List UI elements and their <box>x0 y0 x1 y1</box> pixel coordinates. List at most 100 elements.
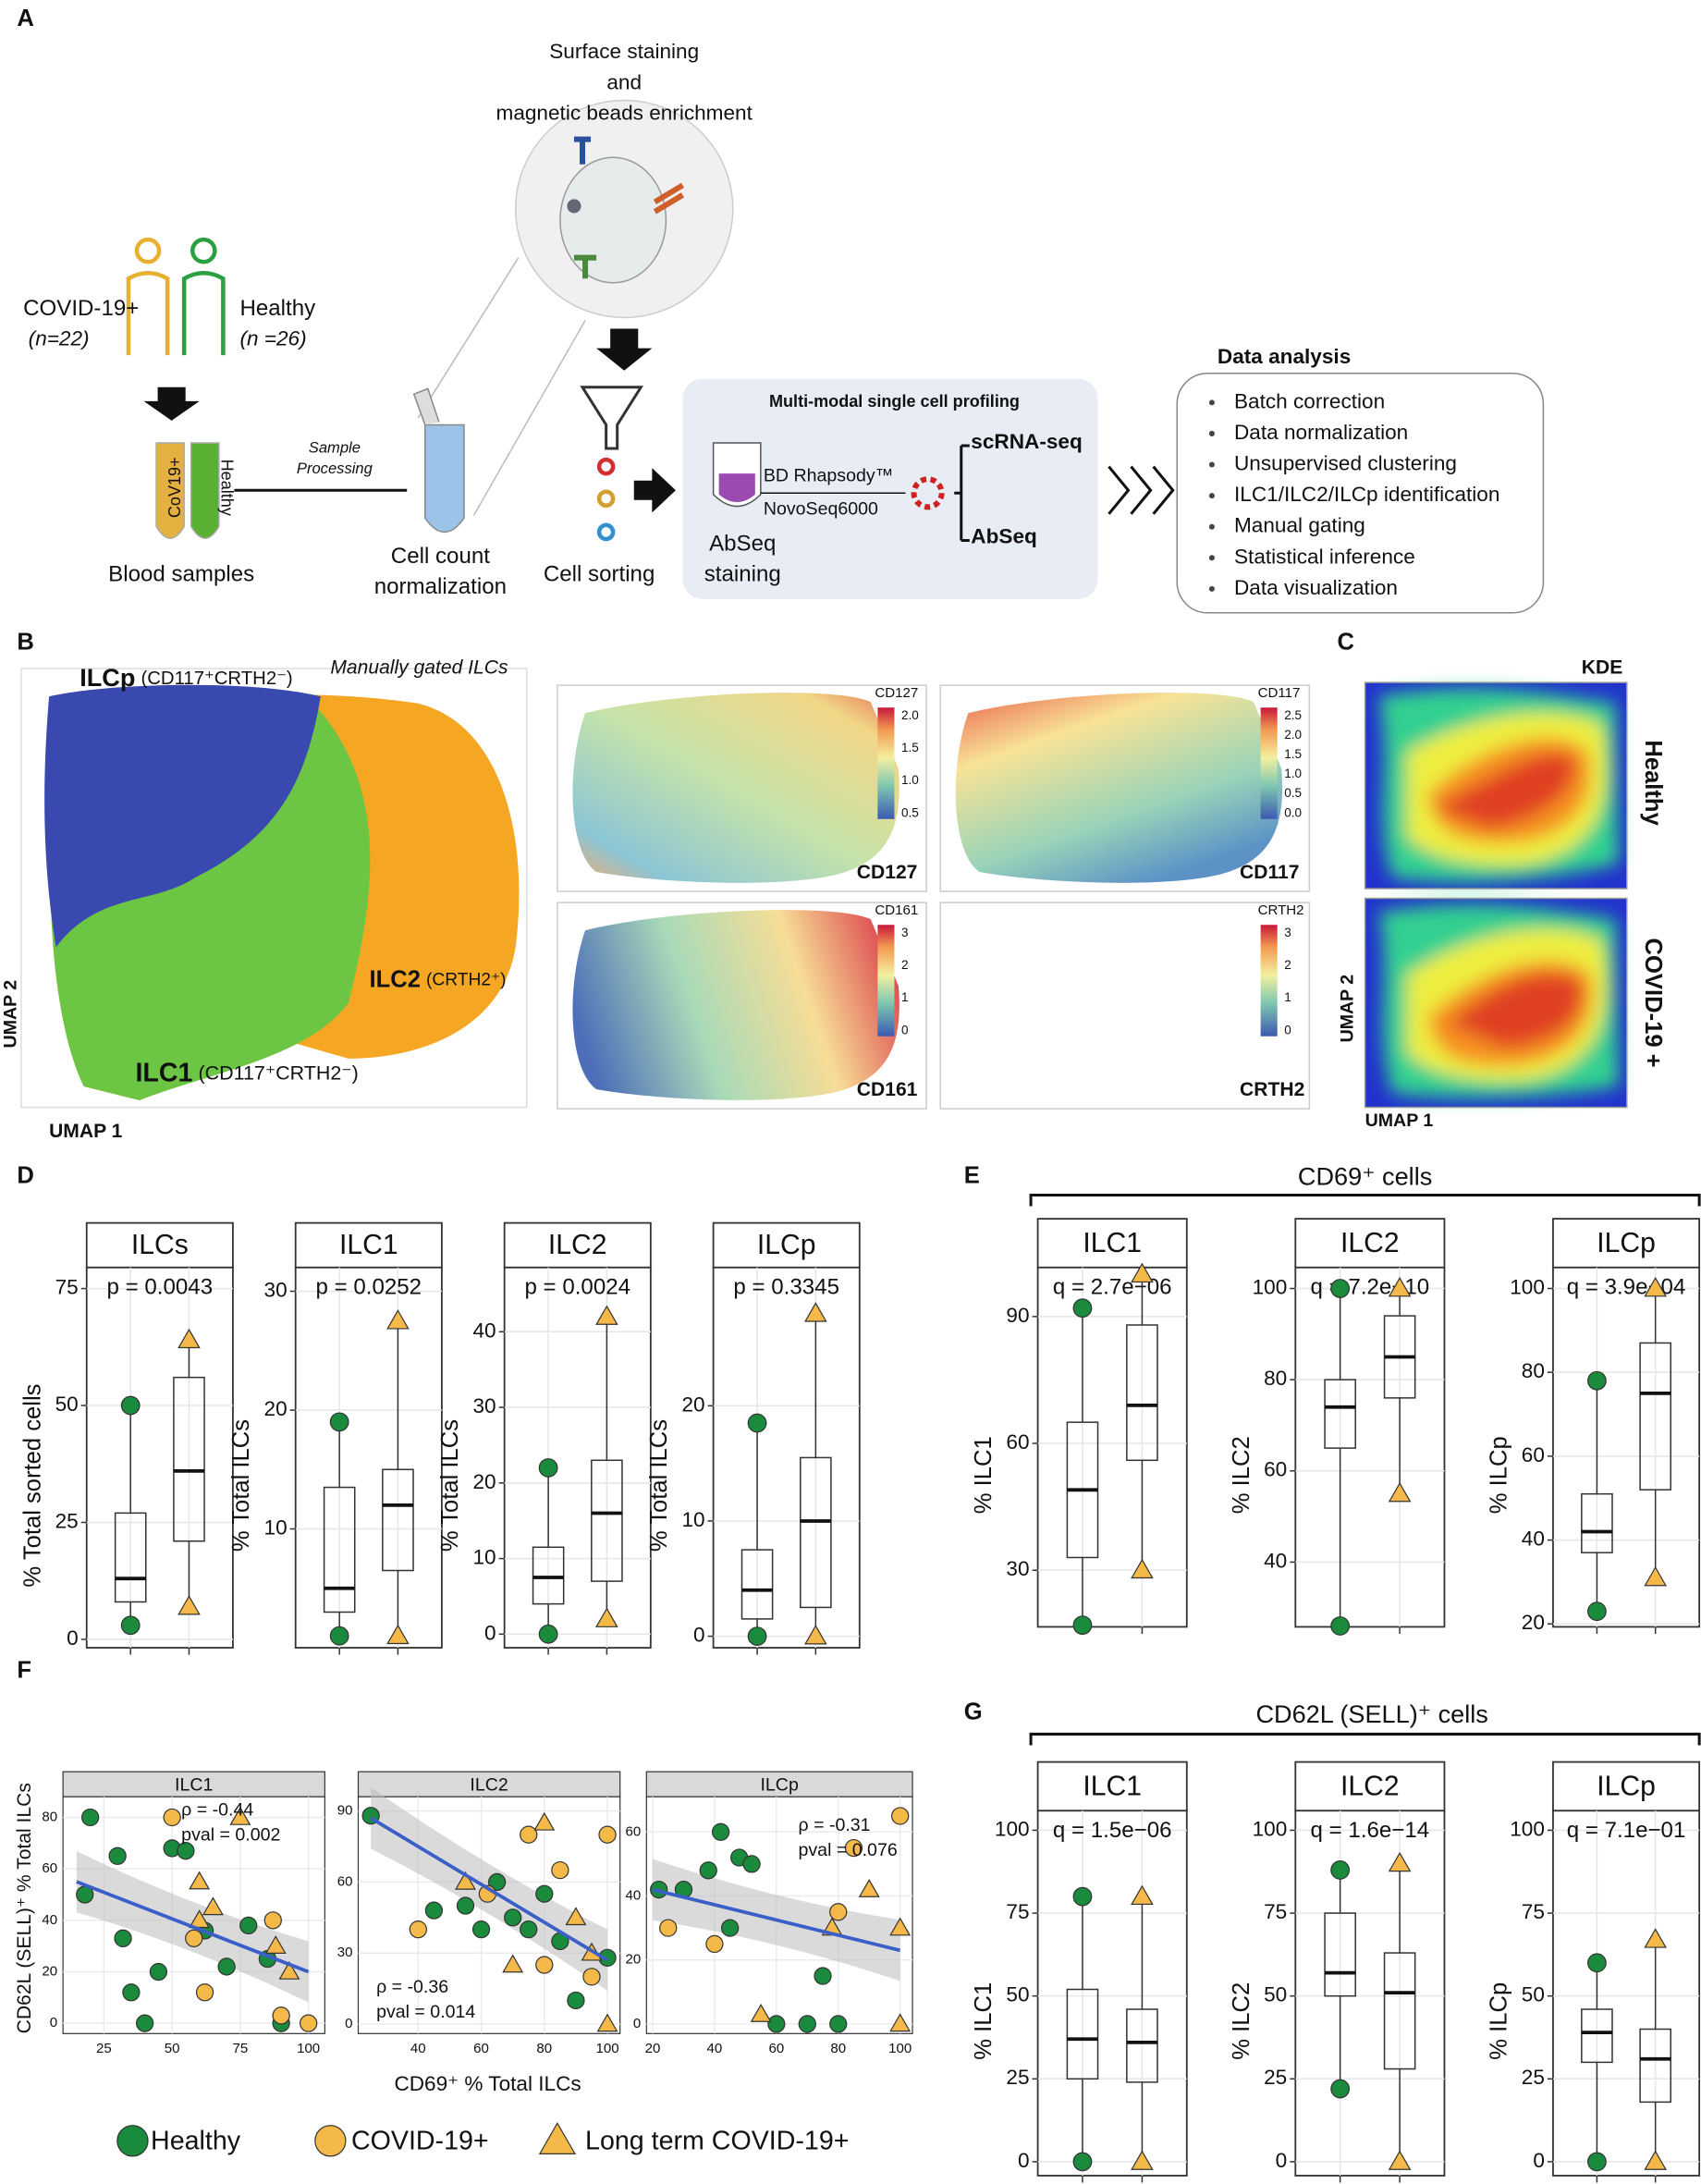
y-tick-label: 75 <box>1264 1900 1287 1923</box>
point <box>264 1935 287 1954</box>
label: Manually gated ILCs <box>330 657 508 679</box>
point <box>239 1916 258 1935</box>
extreme-point <box>386 1624 410 1645</box>
extreme-point <box>386 1309 410 1330</box>
label: staining <box>704 561 781 586</box>
extreme-point <box>1072 1886 1093 1907</box>
y-tick-label: 0 <box>484 1621 496 1644</box>
point <box>278 1960 300 1980</box>
point <box>272 2006 290 2025</box>
y-tick-label: 60 <box>1522 1443 1545 1466</box>
point <box>195 1983 214 2002</box>
extreme-point <box>747 1626 767 1646</box>
strip <box>712 1221 861 1269</box>
colorbar <box>877 925 895 1037</box>
label: UMAP 1 <box>1365 1110 1434 1131</box>
label: Sample <box>309 438 361 456</box>
x-tick-label: 20 <box>645 2041 661 2056</box>
box <box>1639 1342 1672 1491</box>
bullet <box>1208 430 1215 436</box>
y-tick-label: 10 <box>473 1546 496 1569</box>
y-tick-label: 0 <box>67 1626 79 1650</box>
label: Healthy <box>239 296 315 321</box>
extreme-point <box>1587 1953 1607 1973</box>
y-tick-label: 80 <box>1264 1367 1287 1390</box>
x-tick-label: 40 <box>707 2041 723 2056</box>
stat-label: p = 0.3345 <box>733 1275 839 1300</box>
y-tick-label: 80 <box>1522 1359 1545 1382</box>
point <box>502 1954 524 1973</box>
colorbar-title: CD161 <box>875 902 918 918</box>
point <box>721 1919 740 1937</box>
annotation: pval = 0.002 <box>181 1825 280 1846</box>
plot-area <box>1294 1810 1446 2177</box>
plot-area <box>712 1266 861 1649</box>
x-tick-label: 100 <box>297 2041 320 2056</box>
y-tick-label: 100 <box>1510 1275 1545 1298</box>
extreme-point <box>1131 1262 1154 1283</box>
chart-title: ILC1 <box>339 1230 398 1260</box>
analysis-step: ILC1/ILC2/ILCp identification <box>1234 483 1499 506</box>
y-tick-label: 30 <box>1006 1557 1029 1580</box>
analysis-step: Statistical inference <box>1234 545 1415 568</box>
legend-marker <box>314 2125 347 2157</box>
extreme-point <box>1330 1616 1351 1636</box>
point <box>177 1842 195 1860</box>
label: Processing <box>297 460 373 477</box>
bullet <box>1208 399 1215 406</box>
chart-title: ILC1 <box>1083 1771 1142 1801</box>
panel-label: G <box>964 1699 983 1725</box>
bullet <box>1208 523 1215 530</box>
plot-area <box>1552 1266 1701 1628</box>
panel-label: D <box>17 1163 33 1189</box>
point <box>889 1917 912 1936</box>
point <box>582 1968 601 1986</box>
label: Blood samples <box>108 561 254 586</box>
cluster-name: ILC1 <box>135 1058 192 1087</box>
extreme-point <box>329 1412 349 1432</box>
cluster-name: ILC2 <box>370 966 421 992</box>
box <box>173 1376 205 1542</box>
point <box>533 1811 556 1831</box>
chart-title: ILC2 <box>470 1774 508 1795</box>
panel-label: C <box>1337 630 1353 656</box>
point <box>189 1871 211 1890</box>
y-tick-label: 75 <box>1522 1900 1545 1923</box>
point <box>699 1861 717 1880</box>
y-tick-label: 40 <box>626 1887 642 1903</box>
point <box>705 1934 724 1954</box>
box <box>1066 1988 1099 2080</box>
y-tick-label: 50 <box>55 1393 79 1416</box>
chart-title: ILC2 <box>548 1230 607 1260</box>
y-tick-label: 100 <box>1253 1275 1288 1298</box>
label: UMAP 2 <box>1338 975 1358 1043</box>
stat-label: q = 7.1e−01 <box>1567 1818 1686 1843</box>
label: Cell sorting <box>544 561 655 586</box>
y-axis-label: % Total sorted cells <box>19 1384 45 1588</box>
cluster-detail: (CD117⁺CRTH2⁻) <box>141 669 292 689</box>
chart-title: ILC2 <box>1340 1771 1400 1801</box>
y-axis-label: % Total ILCs <box>228 1419 254 1552</box>
y-tick-label: 75 <box>55 1276 79 1299</box>
y-axis-label: % Total ILCs <box>646 1419 672 1552</box>
point <box>263 1911 282 1930</box>
y-tick-label: 20 <box>681 1393 704 1416</box>
marker-name: CRTH2 <box>1240 1079 1304 1100</box>
y-tick-label: 75 <box>1006 1900 1029 1923</box>
colorbar-tick: 0.5 <box>901 805 919 819</box>
label: CD62L (SELL)⁺ cells <box>1255 1699 1487 1728</box>
label: KDE <box>1582 657 1623 679</box>
extreme-point <box>1388 1481 1412 1503</box>
label: (n =26) <box>239 327 306 350</box>
chart-title: ILCp <box>1597 1228 1656 1258</box>
label: Healthy <box>1640 740 1666 826</box>
y-tick-label: 20 <box>264 1397 288 1420</box>
point <box>596 2013 618 2032</box>
point <box>565 1907 587 1926</box>
stat-label: q = 7.2e−10 <box>1311 1275 1430 1300</box>
extreme-point <box>177 1595 201 1615</box>
brackets <box>1029 1193 1701 1746</box>
colorbar-tick: 2 <box>901 958 909 972</box>
y-tick-label: 25 <box>1006 2066 1029 2089</box>
